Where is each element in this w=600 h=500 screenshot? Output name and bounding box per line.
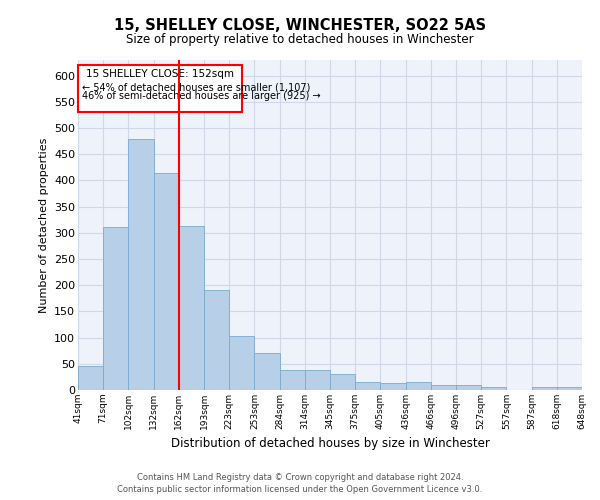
Text: 15 SHELLEY CLOSE: 152sqm: 15 SHELLEY CLOSE: 152sqm xyxy=(86,69,234,79)
X-axis label: Distribution of detached houses by size in Winchester: Distribution of detached houses by size … xyxy=(170,438,490,450)
Bar xyxy=(103,227,128,390)
Bar xyxy=(380,383,406,390)
Bar xyxy=(330,374,355,390)
Text: 15, SHELLEY CLOSE, WINCHESTER, SO22 5AS: 15, SHELLEY CLOSE, WINCHESTER, SO22 5AS xyxy=(114,18,486,32)
Bar xyxy=(456,386,481,390)
Y-axis label: Number of detached properties: Number of detached properties xyxy=(38,138,49,312)
Bar xyxy=(154,172,179,390)
Bar xyxy=(254,354,280,390)
Bar xyxy=(78,366,103,390)
Text: Contains HM Land Registry data © Crown copyright and database right 2024.
Contai: Contains HM Land Registry data © Crown c… xyxy=(118,472,482,494)
FancyBboxPatch shape xyxy=(78,64,242,112)
Bar xyxy=(179,226,204,390)
Bar xyxy=(305,370,330,390)
Bar xyxy=(557,388,582,390)
Bar xyxy=(204,290,229,390)
Bar xyxy=(481,388,506,390)
Text: Size of property relative to detached houses in Winchester: Size of property relative to detached ho… xyxy=(126,32,474,46)
Text: 46% of semi-detached houses are larger (925) →: 46% of semi-detached houses are larger (… xyxy=(82,92,320,102)
Bar xyxy=(355,382,380,390)
Text: ← 54% of detached houses are smaller (1,107): ← 54% of detached houses are smaller (1,… xyxy=(82,82,310,92)
Bar xyxy=(406,382,431,390)
Bar xyxy=(431,385,456,390)
Bar xyxy=(280,370,305,390)
Bar xyxy=(128,138,154,390)
Bar xyxy=(229,336,254,390)
Bar xyxy=(532,388,557,390)
